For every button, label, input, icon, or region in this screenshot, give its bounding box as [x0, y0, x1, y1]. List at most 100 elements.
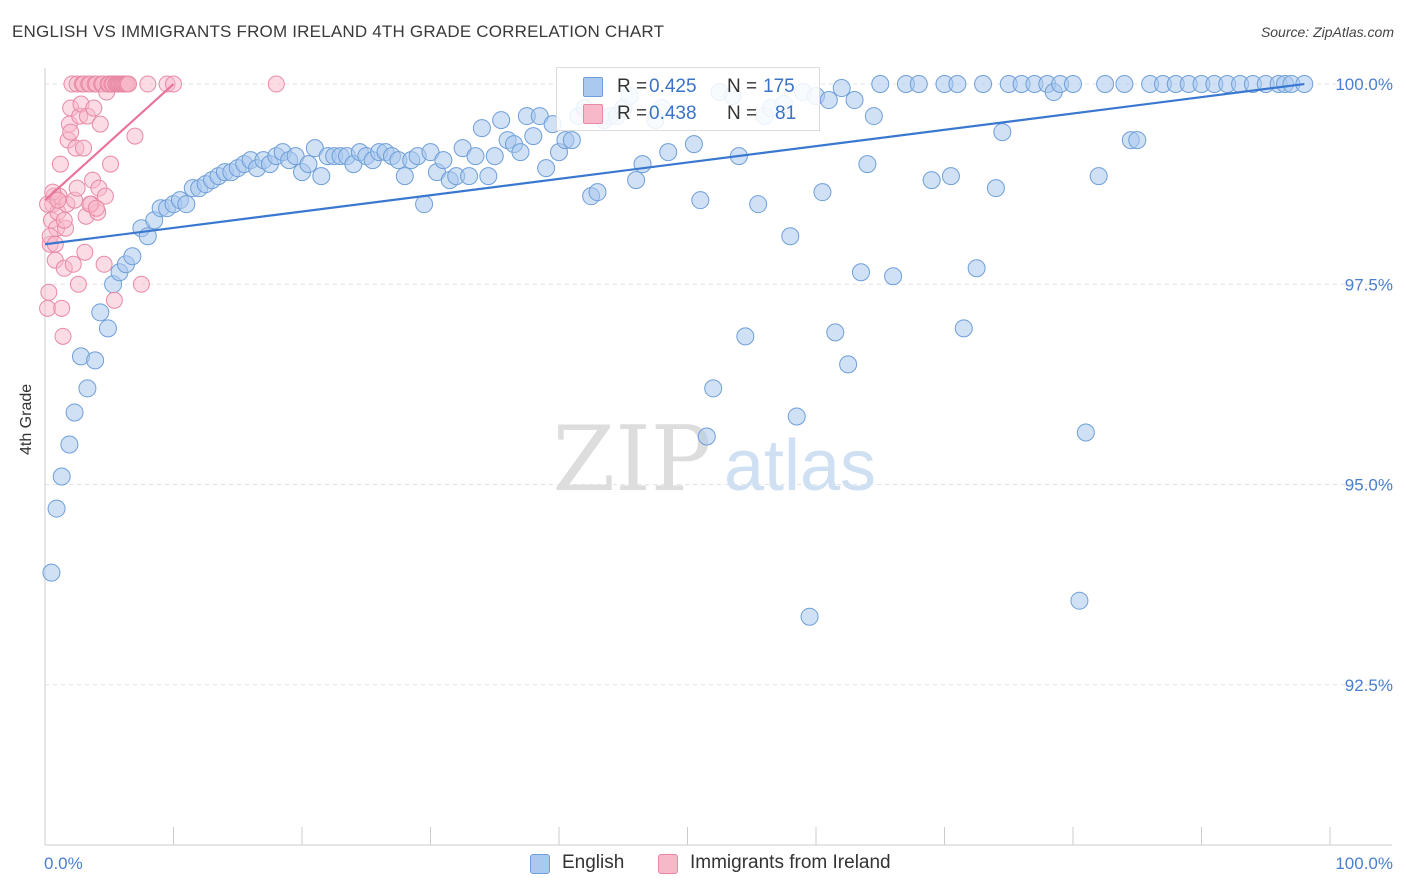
- english-point: [415, 195, 434, 214]
- ireland-trend-line: [44, 83, 175, 201]
- english-point: [299, 155, 318, 174]
- ireland-point: [132, 275, 150, 293]
- y-tick-label: 95.0%: [1345, 476, 1393, 495]
- english-point: [787, 407, 806, 426]
- english-point: [864, 107, 883, 126]
- english-point: [460, 167, 479, 186]
- english-point: [884, 267, 903, 286]
- english-point: [312, 167, 331, 186]
- legend-n-value: 175: [763, 76, 795, 97]
- english-point: [1089, 167, 1108, 186]
- english-point: [86, 351, 105, 370]
- ireland-point: [75, 139, 93, 157]
- english-point: [177, 195, 196, 214]
- english-point: [466, 147, 485, 166]
- english-point: [562, 131, 581, 150]
- english-point: [832, 79, 851, 98]
- stats-legend: R = 0.425 N = 175 R = 0.438 N = 81: [556, 67, 820, 131]
- ireland-point: [55, 211, 73, 229]
- english-point: [1096, 75, 1115, 94]
- ireland-point: [64, 255, 82, 273]
- english-point: [941, 167, 960, 186]
- english-point: [922, 171, 941, 190]
- ireland-point: [95, 255, 113, 273]
- english-point: [479, 167, 498, 186]
- ireland-point: [76, 243, 94, 261]
- y-tick-label: 97.5%: [1345, 275, 1393, 294]
- english-points: [42, 75, 1314, 626]
- y-tick-label: 92.5%: [1345, 676, 1393, 695]
- english-point: [684, 135, 703, 154]
- english-point: [839, 355, 858, 374]
- ireland-point: [68, 179, 86, 197]
- english-point: [1070, 591, 1089, 610]
- english-point: [485, 147, 504, 166]
- ireland-point: [53, 299, 71, 317]
- english-point: [704, 379, 723, 398]
- ireland-point: [139, 75, 157, 93]
- english-point: [530, 107, 549, 126]
- english-point: [305, 139, 324, 158]
- legend-n-label: N =: [727, 76, 758, 97]
- english-point: [65, 403, 84, 422]
- legend-swatch-english: [583, 77, 603, 97]
- english-point: [78, 379, 97, 398]
- legend-label-english: English: [562, 852, 625, 873]
- english-point: [986, 179, 1005, 198]
- english-point: [697, 427, 716, 446]
- legend-swatch-english: [530, 854, 550, 874]
- english-point: [974, 75, 993, 94]
- ireland-point: [85, 99, 103, 117]
- english-point: [453, 139, 472, 158]
- english-point: [472, 119, 491, 138]
- english-point: [736, 327, 755, 346]
- tick-labels: 92.5% 95.0% 97.5% 100.0% 0.0% 100.0%: [44, 75, 1393, 873]
- ireland-point: [126, 127, 144, 145]
- ireland-point: [40, 283, 58, 301]
- english-point: [781, 227, 800, 246]
- english-point: [492, 111, 511, 130]
- legend-label-ireland: Immigrants from Ireland: [690, 852, 891, 873]
- source-label: Source: ZipAtlas.com: [1260, 24, 1394, 40]
- ireland-point: [87, 199, 105, 217]
- english-point: [60, 435, 79, 454]
- legend-n-value: 81: [775, 103, 797, 124]
- english-point: [91, 303, 110, 322]
- ireland-point: [54, 327, 72, 345]
- english-point: [871, 75, 890, 94]
- english-point: [52, 467, 71, 486]
- chart-title: ENGLISH VS IMMIGRANTS FROM IRELAND 4TH G…: [12, 22, 665, 41]
- english-point: [434, 151, 453, 170]
- english-point: [993, 123, 1012, 142]
- english-point: [858, 155, 877, 174]
- ireland-point: [39, 299, 57, 317]
- ireland-point: [62, 123, 80, 141]
- english-point: [395, 167, 414, 186]
- english-point: [826, 323, 845, 342]
- y-axis-label: 4th Grade: [18, 383, 35, 455]
- english-point: [1128, 131, 1147, 150]
- english-point: [967, 259, 986, 278]
- english-point: [845, 91, 864, 110]
- english-point: [1064, 75, 1082, 94]
- x-tick-label-max: 100.0%: [1335, 854, 1393, 873]
- ireland-point: [49, 191, 67, 209]
- english-point: [537, 159, 556, 178]
- ireland-point: [105, 291, 123, 309]
- english-point: [800, 607, 819, 626]
- trend-lines: [44, 82, 1305, 246]
- english-point: [421, 143, 440, 162]
- english-point: [1115, 75, 1134, 94]
- english-point: [42, 563, 61, 582]
- english-point: [123, 247, 142, 266]
- english-point: [524, 127, 543, 146]
- english-point: [588, 183, 607, 202]
- ireland-point: [69, 275, 87, 293]
- english-point: [948, 75, 967, 94]
- english-point: [954, 319, 973, 338]
- english-point: [851, 263, 870, 282]
- legend-swatch-ireland: [583, 104, 603, 124]
- english-point: [1076, 423, 1095, 442]
- legend-r-label: R =: [617, 103, 648, 124]
